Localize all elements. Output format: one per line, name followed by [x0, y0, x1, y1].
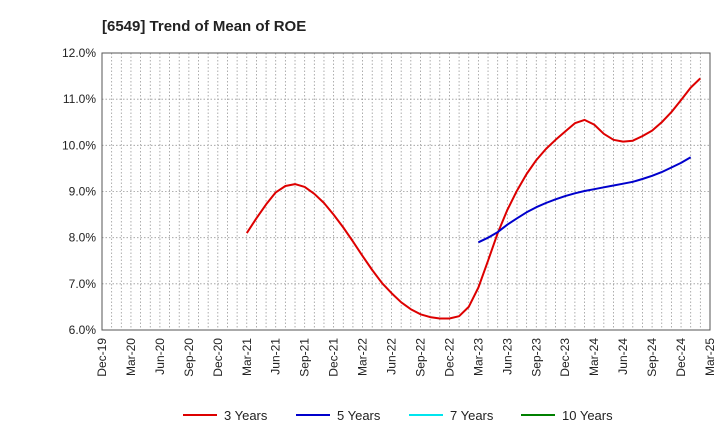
x-tick-label: Jun-21 — [269, 338, 283, 375]
x-tick-label: Jun-23 — [500, 338, 514, 375]
grid-lines — [101, 52, 711, 331]
legend-label: 10 Years — [562, 408, 613, 423]
x-tick-label: Sep-22 — [413, 338, 427, 377]
y-tick-label: 10.0% — [62, 138, 96, 152]
x-tick-label: Dec-19 — [95, 338, 109, 377]
x-tick-label: Mar-21 — [240, 338, 254, 376]
legend-label: 3 Years — [224, 408, 268, 423]
x-tick-label: Jun-24 — [616, 338, 630, 375]
y-tick-label: 9.0% — [69, 185, 97, 199]
x-tick-label: Sep-23 — [529, 338, 543, 377]
x-tick-label: Dec-22 — [442, 338, 456, 377]
y-tick-label: 8.0% — [69, 231, 97, 245]
x-tick-label: Dec-23 — [558, 338, 572, 377]
legend-label: 7 Years — [450, 408, 494, 423]
series-lines — [245, 77, 701, 320]
x-tick-label: Sep-21 — [298, 338, 312, 377]
x-tick-label: Jun-20 — [153, 338, 167, 375]
series-line-5-years — [477, 156, 692, 244]
chart-title: [6549] Trend of Mean of ROE — [102, 18, 306, 35]
plot-area — [101, 52, 711, 331]
x-tick-label: Dec-21 — [327, 338, 341, 377]
legend-label: 5 Years — [337, 408, 381, 423]
y-tick-label: 12.0% — [62, 46, 96, 60]
y-tick-label: 6.0% — [69, 323, 97, 337]
x-tick-label: Dec-20 — [211, 338, 225, 377]
x-axis: Dec-19 Mar-20 Jun-20 Sep-20 Dec-20 Mar-21 Jun-… — [95, 338, 717, 377]
x-tick-label: Dec-24 — [674, 338, 688, 377]
x-tick-label: Mar-22 — [356, 338, 370, 376]
series-line-3-years — [245, 77, 701, 320]
x-tick-label: Jun-22 — [385, 338, 399, 375]
x-tick-label: Sep-20 — [182, 338, 196, 377]
y-tick-label: 7.0% — [69, 277, 97, 291]
x-tick-label: Mar-20 — [124, 338, 138, 376]
x-tick-label: Sep-24 — [645, 338, 659, 377]
x-tick-label: Mar-25 — [703, 338, 717, 376]
legend: 3 Years 5 Years 7 Years 10 Years — [183, 408, 613, 423]
y-tick-label: 11.0% — [63, 92, 96, 106]
x-tick-label: Mar-23 — [471, 338, 485, 376]
x-tick-label: Mar-24 — [587, 338, 601, 376]
y-axis: 6.0% 7.0% 8.0% 9.0% 10.0% 11.0% 12.0% — [62, 46, 96, 337]
